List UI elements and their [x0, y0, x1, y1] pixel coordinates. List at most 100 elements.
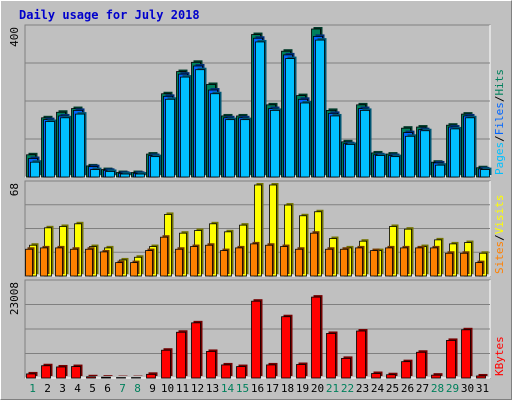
kbytes-bar — [281, 314, 293, 379]
visits-bar — [269, 183, 279, 277]
kbytes-ymax-label: 23008 — [8, 282, 21, 315]
kbytes-bar-face — [446, 340, 456, 379]
day-label: 31 — [476, 382, 489, 395]
sites-bar-face — [475, 262, 483, 277]
pages-bar — [240, 117, 252, 178]
pages-bar-face — [330, 115, 340, 178]
day-label: 22 — [341, 382, 354, 395]
sites-bar — [160, 235, 170, 277]
kbytes-bar-face — [26, 373, 36, 379]
pages-bar — [435, 163, 447, 178]
pages-bar — [330, 113, 342, 178]
kbytes-bar — [116, 375, 128, 379]
sites-bar — [415, 245, 425, 277]
kbytes-bar — [146, 372, 158, 379]
sites-bar-face — [325, 248, 333, 277]
pages-bar-face — [90, 169, 100, 178]
visits-sites-ymax-label: 68 — [8, 183, 21, 196]
kbytes-bar-face — [71, 366, 81, 379]
kbytes-bar-face — [401, 361, 411, 379]
kbytes-bar — [236, 364, 248, 379]
day-label: 14 — [221, 382, 235, 395]
kbytes-bar — [221, 362, 233, 379]
pages-bar-face — [60, 117, 70, 178]
kbytes-panel: 23008 — [8, 279, 491, 379]
pages-bar-face — [45, 121, 55, 178]
sites-bar — [145, 248, 155, 277]
kbytes-bar-face — [221, 364, 231, 379]
pages-bar-face — [75, 113, 85, 178]
kbytes-bar-face — [341, 357, 351, 379]
kbytes-bar-face — [281, 316, 291, 379]
sites-bar — [55, 245, 65, 277]
kbytes-bar — [446, 338, 458, 379]
day-label: 5 — [89, 382, 96, 395]
pages-bar-face — [135, 173, 145, 178]
kbytes-bar — [266, 362, 278, 379]
pages-bar-shadow — [122, 172, 132, 175]
pages-bar — [285, 56, 297, 178]
pages-bar-face — [375, 155, 385, 178]
sites-bar-face — [430, 247, 438, 277]
day-label: 8 — [134, 382, 141, 395]
visits-bar — [284, 203, 294, 277]
sites-bar-face — [280, 246, 288, 277]
pages-bar-face — [465, 117, 475, 178]
pages-bar — [255, 39, 267, 178]
sites-bar-face — [85, 248, 93, 277]
day-label: 18 — [281, 382, 294, 395]
pages-bar — [465, 115, 477, 178]
sites-bar — [100, 249, 110, 277]
sites-bar — [340, 247, 350, 277]
day-label: 20 — [311, 382, 324, 395]
day-label: 19 — [296, 382, 309, 395]
sites-bar-face — [130, 262, 138, 277]
kbytes-bar — [251, 299, 263, 379]
sites-bar-face — [415, 247, 423, 277]
sites-bar — [310, 231, 320, 277]
sites-bar-face — [445, 252, 453, 277]
day-label: 21 — [326, 382, 339, 395]
day-label: 29 — [446, 382, 459, 395]
kbytes-bar-face — [41, 365, 51, 379]
pages-bar-face — [405, 135, 415, 178]
sites-bar — [445, 251, 455, 277]
kbytes-bar — [56, 364, 68, 379]
kbytes-bar — [476, 373, 488, 379]
legend-item: Hits — [493, 69, 506, 96]
kbytes-bar — [131, 375, 143, 379]
chart-title: Daily usage for July 2018 — [19, 8, 200, 22]
kbytes-bar — [161, 348, 173, 379]
sites-bar-face — [460, 252, 468, 277]
sites-bar-face — [340, 248, 348, 277]
kbytes-bar — [176, 330, 188, 379]
pages-bar-face — [30, 161, 40, 178]
sites-bar — [370, 248, 380, 277]
pages-bar-face — [270, 110, 280, 178]
kbytes-bar-face — [416, 351, 426, 379]
sites-bar — [235, 245, 245, 277]
kbytes-bar — [461, 327, 473, 379]
pages-bar-face — [420, 130, 430, 178]
legend-item: Sites — [493, 241, 506, 274]
pages-bar — [60, 115, 72, 178]
sites-bar-face — [370, 250, 378, 277]
pages-bar — [375, 153, 387, 178]
sites-bar-face — [25, 248, 33, 277]
pages-bar-face — [210, 93, 220, 178]
kbytes-bar-shadow — [433, 373, 443, 376]
pages-bar-face — [450, 128, 460, 178]
kbytes-bar — [41, 363, 53, 379]
day-label: 16 — [251, 382, 264, 395]
kbytes-bar — [206, 349, 218, 379]
pages-bar — [150, 154, 162, 178]
kbytes-bar-shadow — [88, 374, 98, 376]
legend-item: / — [493, 234, 506, 241]
x-axis-labels: 1 2 3 4 5 6 7 8 9 10 11 12 13 14 15 16 17 18 19 20 21 22 23 24 2… — [29, 382, 489, 395]
kbytes-bar-face — [326, 333, 336, 379]
sites-bar — [280, 244, 290, 277]
sites-bar-face — [400, 247, 408, 277]
kbytes-bar-face — [431, 374, 441, 379]
kbytes-bar — [191, 320, 203, 379]
